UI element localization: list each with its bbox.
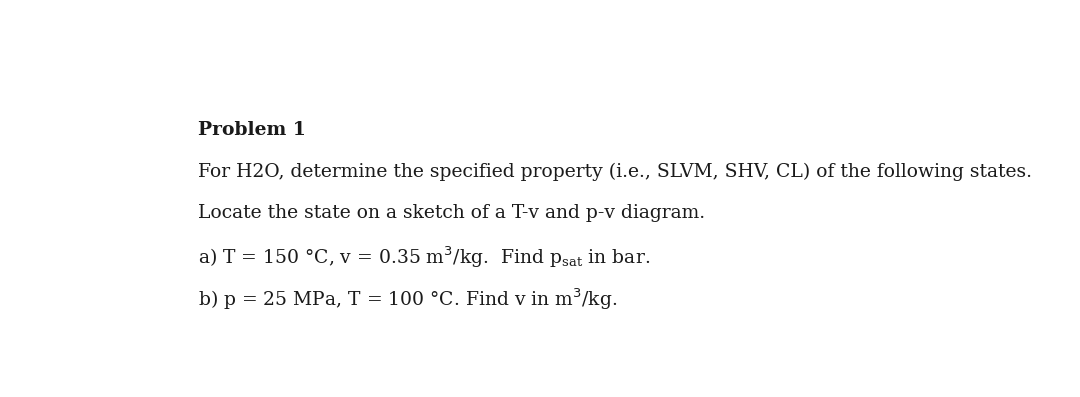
Text: a) T = 150 $\degree$C, v = 0.35 m$^3$/kg.  Find p$_{\mathregular{sat}}$ in bar.: a) T = 150 $\degree$C, v = 0.35 m$^3$/kg… — [198, 245, 650, 270]
Text: Locate the state on a sketch of a T-v and p-v diagram.: Locate the state on a sketch of a T-v an… — [198, 204, 705, 222]
Text: For H2O, determine the specified property (i.e., SLVM, SHV, CL) of the following: For H2O, determine the specified propert… — [198, 162, 1031, 181]
Text: b) p = 25 MPa, T = 100 $\degree$C. Find v in m$^3$/kg.: b) p = 25 MPa, T = 100 $\degree$C. Find … — [198, 286, 618, 312]
Text: Problem 1: Problem 1 — [198, 121, 306, 139]
